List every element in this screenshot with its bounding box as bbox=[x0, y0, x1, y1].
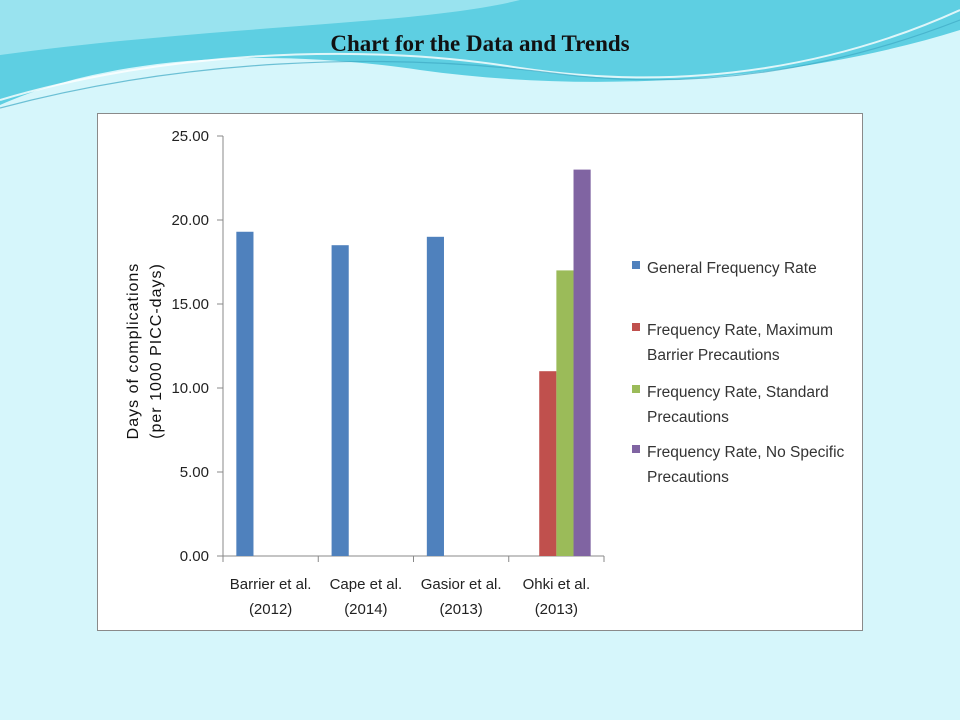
x-category-labels: Barrier et al. (2012) Cape et al. (2014) Gas… bbox=[230, 576, 590, 618]
wave-line bbox=[0, 9, 960, 101]
bar bbox=[539, 371, 557, 556]
bar bbox=[331, 245, 349, 556]
legend: General Frequency Rate Frequency Rate, Ma… bbox=[632, 260, 845, 486]
wave-line-2 bbox=[0, 19, 960, 109]
x-category-label: (2014) bbox=[344, 601, 387, 618]
bar bbox=[573, 169, 591, 556]
bar bbox=[426, 236, 444, 557]
y-tick-label: 20.00 bbox=[171, 212, 209, 229]
y-tick-label: 25.00 bbox=[171, 128, 209, 145]
y-axis-title-line: (per 1000 PICC-days) bbox=[148, 263, 165, 439]
bar bbox=[236, 231, 254, 556]
y-tick-label: 0.00 bbox=[180, 548, 209, 565]
x-category-label: Barrier et al. bbox=[230, 576, 312, 593]
chart-svg: Days of complications (per 1000 PICC-days… bbox=[125, 128, 845, 618]
legend-label: Barrier Precautions bbox=[647, 347, 780, 364]
y-tick-label: 5.00 bbox=[180, 464, 209, 481]
x-category-label: Ohki et al. bbox=[523, 576, 591, 593]
y-axis-title-line: Days of complications bbox=[125, 263, 142, 440]
legend-swatch bbox=[632, 445, 640, 453]
wave-light bbox=[0, 0, 520, 55]
legend-swatch bbox=[632, 261, 640, 269]
x-category-label: (2012) bbox=[249, 601, 292, 618]
x-category-label: Cape et al. bbox=[330, 576, 403, 593]
y-tick-labels: 0.00 5.00 10.00 15.00 20.00 25.00 bbox=[171, 128, 209, 565]
legend-swatch bbox=[632, 385, 640, 393]
x-category-label: Gasior et al. bbox=[421, 576, 502, 593]
x-category-label: (2013) bbox=[535, 601, 578, 618]
legend-label: Precautions bbox=[647, 469, 729, 486]
legend-label: Frequency Rate, No Specific bbox=[647, 444, 845, 461]
bars bbox=[236, 169, 591, 557]
y-tick-label: 10.00 bbox=[171, 380, 209, 397]
y-tick-label: 15.00 bbox=[171, 296, 209, 313]
chart-frame: Days of complications (per 1000 PICC-days… bbox=[97, 113, 863, 631]
x-category-label: (2013) bbox=[439, 601, 482, 618]
slide-title: Chart for the Data and Trends bbox=[330, 31, 630, 56]
legend-label: Precautions bbox=[647, 409, 729, 426]
legend-label: Frequency Rate, Standard bbox=[647, 384, 829, 401]
y-axis-title: Days of complications (per 1000 PICC-days… bbox=[125, 263, 165, 440]
legend-label: Frequency Rate, Maximum bbox=[647, 322, 833, 339]
legend-label: General Frequency Rate bbox=[647, 260, 817, 277]
legend-swatch bbox=[632, 323, 640, 331]
bar bbox=[556, 270, 574, 556]
